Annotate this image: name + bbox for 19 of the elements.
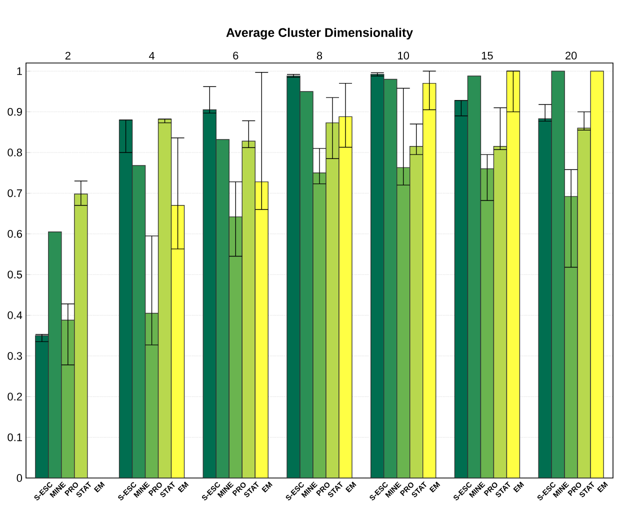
y-tick-label: 0.3 (8, 352, 22, 360)
y-tick-label: 1 (17, 67, 22, 75)
y-tick-label: 0.1 (8, 433, 22, 442)
x-tick-label: 8 (316, 52, 322, 60)
y-tick-label: 0.6 (8, 230, 22, 238)
y-tick-label: 0 (16, 474, 22, 482)
y-tick-label: 0.9 (8, 108, 22, 116)
y-tick-label: 0.2 (8, 392, 22, 401)
x-tick-label: 6 (233, 52, 238, 60)
y-tick-label: 0.8 (8, 148, 22, 156)
y-tick-label: 0.5 (8, 270, 22, 278)
x-tick-label: 2 (65, 52, 70, 60)
chart-title: Average Cluster Dimensionality (226, 28, 413, 40)
x-tick-label: 4 (148, 52, 155, 60)
x-tick-label: 20 (566, 52, 577, 60)
x-tick-label: 15 (482, 52, 493, 60)
y-tick-label: 0.4 (8, 311, 22, 320)
x-tick-label: 10 (398, 52, 410, 60)
y-tick-label: 0.7 (8, 189, 22, 198)
